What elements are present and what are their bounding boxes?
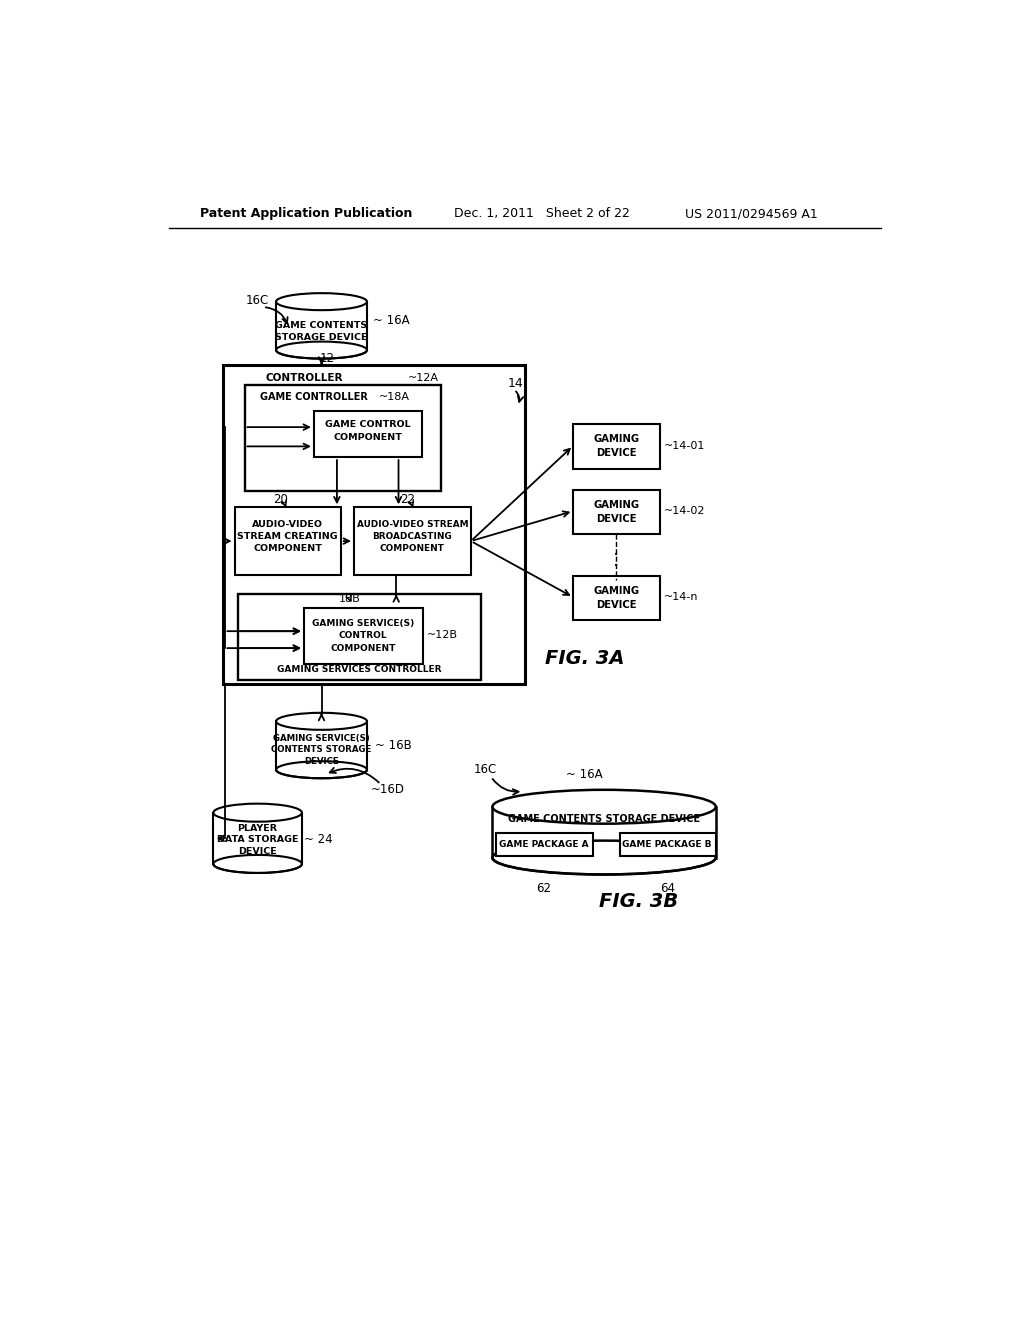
Bar	[313, 411, 422, 457]
Ellipse shape	[276, 342, 367, 359]
Text: GAME CONTROL: GAME CONTROL	[325, 420, 411, 429]
Text: ~12A: ~12A	[408, 372, 438, 383]
Text: 20: 20	[273, 492, 288, 506]
Ellipse shape	[493, 789, 716, 824]
Ellipse shape	[493, 841, 716, 875]
Bar	[213, 813, 302, 865]
Text: STORAGE DEVICE: STORAGE DEVICE	[275, 333, 368, 342]
Text: DEVICE: DEVICE	[596, 449, 637, 458]
Text: GAMING: GAMING	[593, 434, 640, 445]
Text: 16C: 16C	[473, 763, 497, 776]
Text: GAMING SERVICE(S): GAMING SERVICE(S)	[312, 619, 415, 628]
Text: DEVICE: DEVICE	[304, 756, 339, 766]
Bar	[304, 609, 423, 664]
Ellipse shape	[213, 855, 302, 873]
Text: CONTROL: CONTROL	[339, 631, 387, 640]
Text: ~14-n: ~14-n	[664, 593, 698, 602]
Text: DEVICE: DEVICE	[596, 601, 637, 610]
Text: GAMING: GAMING	[593, 586, 640, 597]
Text: FIG. 3B: FIG. 3B	[599, 892, 678, 911]
Text: ~ 16A: ~ 16A	[373, 314, 410, 326]
Text: 62: 62	[537, 882, 552, 895]
Text: GAME CONTENTS STORAGE DEVICE: GAME CONTENTS STORAGE DEVICE	[508, 814, 700, 824]
Bar	[573, 576, 659, 620]
Text: AUDIO-VIDEO: AUDIO-VIDEO	[252, 520, 324, 528]
Text: COMPONENT: COMPONENT	[380, 544, 444, 553]
Text: ~ 16B: ~ 16B	[376, 739, 413, 751]
Text: GAME CONTROLLER: GAME CONTROLLER	[260, 392, 368, 403]
Text: CONTROLLER: CONTROLLER	[265, 372, 343, 383]
Text: Dec. 1, 2011   Sheet 2 of 22: Dec. 1, 2011 Sheet 2 of 22	[454, 207, 630, 220]
Text: 16C: 16C	[246, 294, 269, 308]
Text: COMPONENT: COMPONENT	[331, 644, 396, 652]
Text: 18B: 18B	[339, 594, 360, 603]
Text: AUDIO-VIDEO STREAM: AUDIO-VIDEO STREAM	[356, 520, 468, 528]
Text: 12: 12	[319, 352, 335, 366]
Text: ~18A: ~18A	[379, 392, 411, 403]
Bar	[239, 594, 481, 681]
Bar	[276, 721, 367, 770]
Text: 64: 64	[659, 882, 675, 895]
Bar	[573, 424, 659, 469]
Text: ~ 16A: ~ 16A	[565, 768, 602, 781]
Bar	[573, 490, 659, 535]
Text: STREAM CREATING: STREAM CREATING	[238, 532, 338, 541]
Text: .: .	[613, 550, 620, 570]
Bar	[245, 385, 441, 491]
Bar	[223, 364, 525, 684]
Text: CONTENTS STORAGE: CONTENTS STORAGE	[271, 746, 372, 754]
Ellipse shape	[276, 713, 367, 730]
Text: GAME CONTENTS: GAME CONTENTS	[275, 321, 368, 330]
Text: COMPONENT: COMPONENT	[333, 433, 402, 442]
Text: US 2011/0294569 A1: US 2011/0294569 A1	[685, 207, 818, 220]
Bar	[497, 833, 593, 857]
Text: ~16D: ~16D	[371, 783, 404, 796]
Bar	[620, 833, 716, 857]
Bar	[234, 507, 341, 576]
Text: ~14-01: ~14-01	[664, 441, 705, 450]
Bar	[276, 302, 367, 350]
Text: PLAYER: PLAYER	[238, 824, 278, 833]
Text: DEVICE: DEVICE	[596, 513, 637, 524]
Text: FIG. 3A: FIG. 3A	[545, 649, 625, 668]
Text: .: .	[613, 561, 620, 581]
Text: .: .	[613, 540, 620, 560]
Text: GAME PACKAGE B: GAME PACKAGE B	[623, 840, 712, 849]
Text: 22: 22	[400, 492, 415, 506]
Text: GAMING SERVICES CONTROLLER: GAMING SERVICES CONTROLLER	[278, 665, 441, 675]
Bar	[354, 507, 471, 576]
Text: COMPONENT: COMPONENT	[253, 544, 323, 553]
Text: GAMING SERVICE(S): GAMING SERVICE(S)	[273, 734, 370, 743]
Ellipse shape	[213, 804, 302, 821]
Text: DEVICE: DEVICE	[239, 847, 276, 855]
Text: Patent Application Publication: Patent Application Publication	[200, 207, 413, 220]
Text: GAME PACKAGE A: GAME PACKAGE A	[500, 840, 589, 849]
Text: GAMING: GAMING	[593, 500, 640, 510]
Text: DATA STORAGE: DATA STORAGE	[217, 836, 298, 845]
Text: BROADCASTING: BROADCASTING	[373, 532, 453, 541]
Text: 14: 14	[508, 376, 523, 389]
Text: ~ 24: ~ 24	[304, 833, 333, 846]
Text: ~12B: ~12B	[427, 630, 458, 640]
Ellipse shape	[276, 762, 367, 779]
Text: ~14-02: ~14-02	[664, 506, 705, 516]
Ellipse shape	[276, 293, 367, 310]
